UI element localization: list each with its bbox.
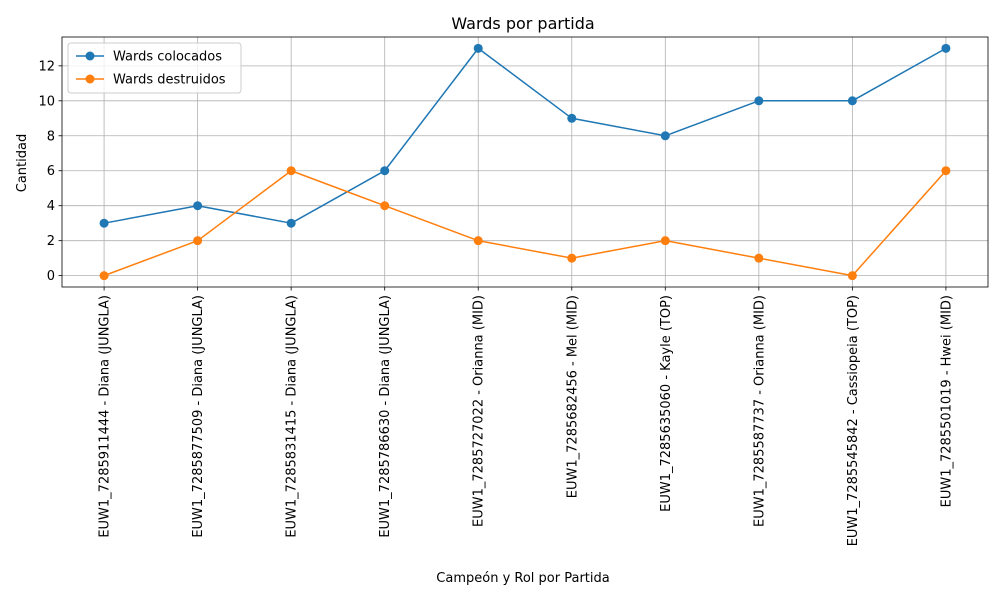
x-tick-label: EUW1_7285587737 - Orianna (MID): [752, 295, 767, 527]
series-line-wards-destruidos: [103, 169, 947, 277]
grid: [62, 37, 988, 287]
data-point-wards-colocados: [660, 131, 670, 141]
y-tick-label: 0: [47, 269, 55, 284]
data-point-wards-destruidos: [473, 236, 483, 246]
legend-box: [67, 42, 242, 94]
data-point-wards-colocados: [99, 218, 109, 228]
series-layer: [99, 43, 951, 281]
x-tick-label: EUW1_7285501019 - Hwei (MID): [939, 295, 954, 507]
data-point-wards-colocados: [286, 218, 296, 228]
series-line-wards-colocados: [103, 47, 947, 224]
y-tick-label: 12: [38, 59, 55, 74]
y-tick-label: 6: [47, 164, 55, 179]
data-point-wards-destruidos: [754, 253, 764, 263]
data-point-wards-colocados: [941, 43, 951, 53]
y-axis-label: Cantidad: [15, 134, 30, 192]
data-point-wards-destruidos: [193, 236, 203, 246]
data-point-wards-colocados: [193, 201, 203, 211]
data-point-wards-colocados: [473, 43, 483, 53]
x-tick-label: EUW1_7285682456 - Mel (MID): [565, 295, 580, 498]
axes-frame: [61, 36, 989, 288]
data-point-wards-colocados: [380, 166, 390, 176]
data-point-wards-destruidos: [567, 253, 577, 263]
x-tick-label: EUW1_7285831415 - Diana (JUNGLA): [285, 295, 300, 538]
x-tick-label: EUW1_7285635060 - Kayle (TOP): [659, 295, 674, 512]
data-point-wards-destruidos: [99, 271, 109, 281]
legend-marker-wards-colocados: [85, 51, 95, 61]
legend-marker-wards-destruidos: [85, 74, 95, 84]
legend-label-wards-colocados: Wards colocados: [113, 50, 222, 65]
data-point-wards-destruidos: [660, 236, 670, 246]
x-tick-label: EUW1_7285545842 - Cassiopeia (TOP): [846, 295, 861, 546]
x-axis-label: Campeón y Rol por Partida: [436, 571, 609, 586]
ticks: EUW1_7285911444 - Diana (JUNGLA) EUW1_728…: [38, 59, 954, 546]
data-point-wards-colocados: [754, 96, 764, 106]
data-point-wards-destruidos: [941, 166, 951, 176]
y-tick-label: 4: [47, 199, 55, 214]
y-tick-label: 10: [38, 94, 55, 109]
x-tick-label: EUW1_7285877509 - Diana (JUNGLA): [191, 295, 206, 538]
legend: Wards colocados Wards destruidos: [67, 42, 242, 94]
data-point-wards-destruidos: [286, 166, 296, 176]
x-tick-label: EUW1_7285727022 - Orianna (MID): [472, 295, 487, 527]
y-tick-label: 2: [47, 234, 55, 249]
data-point-wards-destruidos: [847, 271, 857, 281]
data-point-wards-colocados: [847, 96, 857, 106]
x-tick-label: EUW1_7285786630 - Diana (JUNGLA): [378, 295, 393, 538]
x-tick-label: EUW1_7285911444 - Diana (JUNGLA): [98, 295, 113, 538]
legend-label-wards-destruidos: Wards destruidos: [113, 73, 226, 88]
data-point-wards-colocados: [567, 113, 577, 123]
chart-title: Wards por partida: [451, 14, 594, 33]
data-point-wards-destruidos: [380, 201, 390, 211]
y-tick-label: 8: [47, 129, 55, 144]
